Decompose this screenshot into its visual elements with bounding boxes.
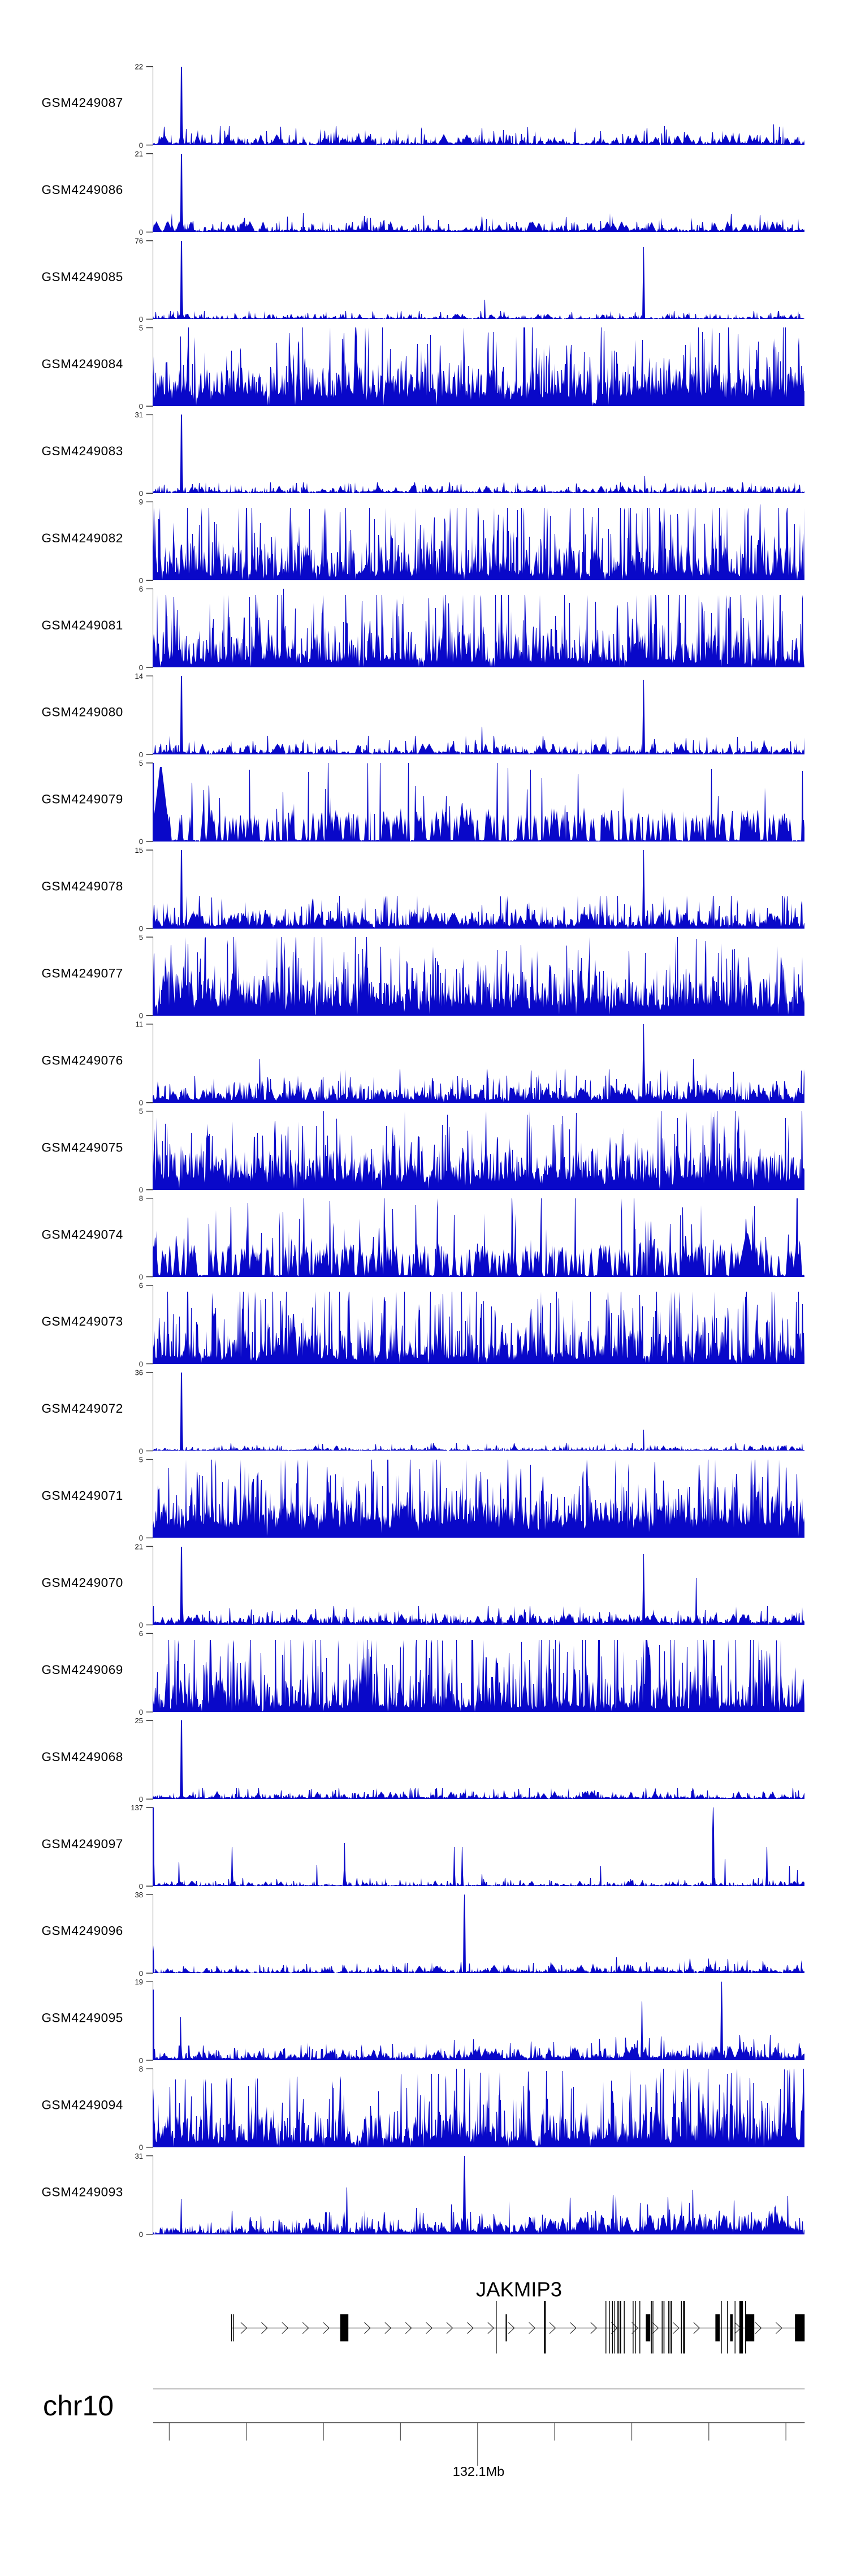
svg-text:14: 14 — [135, 672, 143, 680]
svg-text:GSM4249080: GSM4249080 — [42, 705, 123, 719]
svg-text:0: 0 — [139, 925, 143, 933]
svg-text:25: 25 — [135, 1716, 143, 1725]
svg-text:8: 8 — [139, 2065, 143, 2073]
svg-text:21: 21 — [135, 149, 143, 158]
svg-text:GSM4249069: GSM4249069 — [42, 1663, 123, 1677]
svg-text:76: 76 — [135, 236, 143, 245]
svg-text:GSM4249079: GSM4249079 — [42, 792, 123, 806]
svg-text:GSM4249068: GSM4249068 — [42, 1750, 123, 1764]
svg-text:GSM4249081: GSM4249081 — [42, 618, 123, 632]
svg-text:GSM4249071: GSM4249071 — [42, 1488, 123, 1503]
svg-text:21: 21 — [135, 1542, 143, 1551]
svg-text:19: 19 — [135, 1978, 143, 1986]
svg-text:0: 0 — [139, 1099, 143, 1107]
svg-text:5: 5 — [139, 1455, 143, 1464]
svg-text:0: 0 — [139, 1272, 143, 1281]
svg-text:GSM4249087: GSM4249087 — [42, 96, 123, 110]
svg-text:GSM4249077: GSM4249077 — [42, 966, 123, 981]
svg-text:0: 0 — [139, 663, 143, 672]
svg-text:0: 0 — [139, 1708, 143, 1716]
svg-text:GSM4249094: GSM4249094 — [42, 2098, 123, 2112]
svg-text:22: 22 — [135, 63, 143, 71]
svg-text:chr10: chr10 — [43, 2390, 114, 2422]
svg-text:31: 31 — [135, 2152, 143, 2160]
svg-text:38: 38 — [135, 1891, 143, 1899]
svg-text:GSM4249083: GSM4249083 — [42, 444, 123, 458]
svg-text:0: 0 — [139, 1186, 143, 1194]
svg-text:0: 0 — [139, 1012, 143, 1020]
svg-text:0: 0 — [139, 838, 143, 846]
svg-text:GSM4249078: GSM4249078 — [42, 879, 123, 894]
svg-text:0: 0 — [139, 1969, 143, 1978]
svg-text:0: 0 — [139, 315, 143, 323]
svg-text:11: 11 — [136, 1020, 144, 1029]
svg-text:5: 5 — [139, 323, 143, 332]
svg-text:5: 5 — [139, 933, 143, 942]
svg-text:GSM4249070: GSM4249070 — [42, 1576, 123, 1590]
svg-text:0: 0 — [139, 1534, 143, 1542]
svg-text:GSM4249072: GSM4249072 — [42, 1401, 123, 1416]
svg-text:5: 5 — [139, 759, 143, 767]
svg-text:0: 0 — [139, 489, 143, 498]
svg-text:0: 0 — [139, 1795, 143, 1803]
svg-text:0: 0 — [139, 2143, 143, 2152]
svg-text:0: 0 — [139, 750, 143, 759]
svg-text:0: 0 — [139, 228, 143, 236]
svg-text:GSM4249076: GSM4249076 — [42, 1053, 123, 1067]
svg-text:GSM4249075: GSM4249075 — [42, 1140, 123, 1154]
svg-text:137: 137 — [131, 1803, 143, 1812]
svg-text:36: 36 — [135, 1369, 143, 1377]
svg-text:0: 0 — [139, 402, 143, 411]
svg-text:8: 8 — [139, 1194, 143, 1203]
svg-text:GSM4249095: GSM4249095 — [42, 2011, 123, 2025]
svg-text:GSM4249097: GSM4249097 — [42, 1837, 123, 1851]
svg-text:GSM4249074: GSM4249074 — [42, 1227, 123, 1241]
svg-text:6: 6 — [139, 1281, 143, 1290]
svg-text:6: 6 — [139, 585, 143, 593]
svg-text:0: 0 — [139, 1360, 143, 1368]
svg-text:31: 31 — [135, 411, 143, 419]
svg-text:0: 0 — [139, 1447, 143, 1455]
svg-text:15: 15 — [135, 846, 143, 855]
svg-text:0: 0 — [139, 141, 143, 149]
svg-text:9: 9 — [139, 498, 143, 506]
svg-text:0: 0 — [139, 1621, 143, 1629]
svg-text:GSM4249096: GSM4249096 — [42, 1924, 123, 1938]
svg-text:JAKMIP3: JAKMIP3 — [476, 2278, 562, 2301]
svg-text:6: 6 — [139, 1629, 143, 1638]
svg-text:GSM4249082: GSM4249082 — [42, 531, 123, 545]
svg-text:0: 0 — [139, 2230, 143, 2239]
svg-text:5: 5 — [139, 1107, 143, 1116]
svg-text:GSM4249086: GSM4249086 — [42, 183, 123, 197]
svg-text:0: 0 — [139, 576, 143, 585]
svg-text:GSM4249073: GSM4249073 — [42, 1314, 123, 1328]
svg-text:0: 0 — [139, 1882, 143, 1891]
svg-text:GSM4249093: GSM4249093 — [42, 2185, 123, 2199]
svg-text:GSM4249085: GSM4249085 — [42, 270, 123, 284]
svg-text:GSM4249084: GSM4249084 — [42, 357, 123, 371]
svg-text:132.1Mb: 132.1Mb — [453, 2464, 504, 2479]
svg-text:0: 0 — [139, 2056, 143, 2065]
